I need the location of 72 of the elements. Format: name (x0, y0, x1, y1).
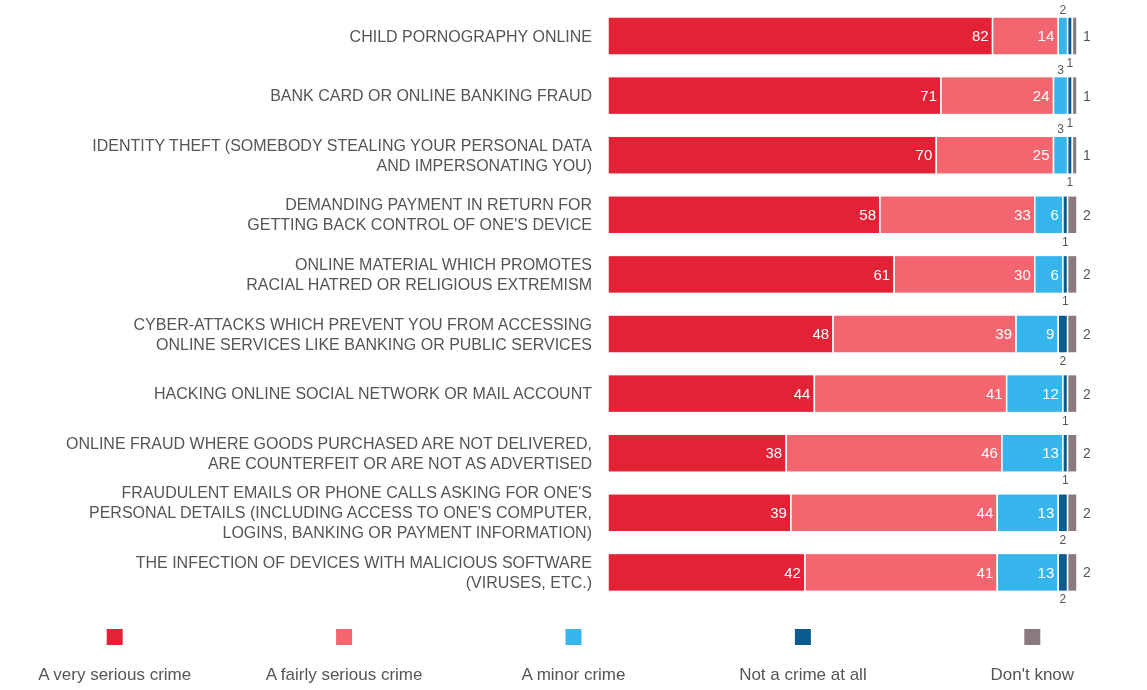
data-label: 71 (920, 86, 937, 104)
y-tick-label: FRAUDULENT EMAILS OR PHONE CALLS ASKING FOR ONE'S PERSONAL DETAILS (INCLUDING ACCESS TO ONE'S COMPUTER, LOGINS, BANKING OR PAYMENT INFORMATION) (88, 484, 592, 542)
y-tick-label: DEMANDING PAYMENT IN RETURN FOR GETTING BACK CONTROL OF ONE'S DEVICE (247, 196, 592, 234)
data-label: 12 (1042, 384, 1059, 402)
data-label: 61 (873, 265, 891, 283)
data-label: 39 (770, 504, 787, 522)
y-tick-label: ONLINE FRAUD WHERE GOODS PURCHASED ARE NOT DELIVERED, ARE COUNTERFEIT OR ARE NOT AS ADVERTISED (65, 434, 592, 472)
data-label: 30 (1014, 265, 1031, 283)
data-label: 14 (1037, 27, 1055, 45)
data-label: 41 (976, 563, 994, 581)
bar (1066, 433, 1078, 473)
data-label: 6 (1050, 206, 1059, 224)
data-label: 70 (915, 146, 933, 164)
data-label: 2 (1083, 564, 1091, 581)
data-label: 25 (1032, 146, 1050, 164)
data-label: 2 (1083, 385, 1091, 402)
legend-label: A minor crime (521, 664, 626, 684)
bar (1066, 254, 1078, 295)
data-label: 1 (1061, 234, 1069, 249)
data-label: 3 (1057, 62, 1065, 77)
data-label: 46 (981, 444, 998, 462)
data-label: 2 (1059, 592, 1067, 607)
bar (1066, 373, 1078, 414)
data-label: 38 (765, 444, 783, 462)
legend-label: Not a crime at all (739, 664, 867, 684)
y-tick-label: IDENTITY THEFT (SOMEBODY STEALING YOUR PERSONAL DATA AND IMPERSONATING YOU) (92, 136, 593, 174)
y-tick-label: THE INFECTION OF DEVICES WITH MALICIOUS SOFTWARE (VIRUSES, ETC.) (135, 554, 592, 591)
y-tick-label: CYBER-ATTACKS WHICH PREVENT YOU FROM ACCESSING ONLINE SERVICES LIKE BANKING OR PUBLIC SERVICES (133, 315, 592, 353)
data-label: 6 (1050, 265, 1059, 283)
y-tick-label: BANK CARD OR ONLINE BANKING FRAUD (270, 87, 592, 105)
bar (1066, 195, 1078, 235)
data-label: 2 (1059, 3, 1067, 17)
data-label: 44 (793, 384, 811, 402)
legend-label: Don't know (990, 664, 1075, 684)
data-label: 1 (1061, 473, 1069, 488)
bar (1071, 135, 1078, 175)
data-label: 24 (1032, 86, 1050, 104)
data-label: 41 (985, 384, 1003, 402)
y-tick-label: ONLINE MATERIAL WHICH PROMOTES RACIAL HATRED OR RELIGIOUS EXTREMISM (246, 256, 592, 293)
data-label: 42 (784, 563, 801, 581)
data-label: 2 (1083, 445, 1091, 462)
data-label: 33 (1014, 206, 1031, 224)
data-label: 39 (995, 325, 1013, 343)
data-label: 48 (812, 325, 830, 343)
data-label: 82 (971, 27, 989, 45)
data-label: 1 (1083, 87, 1091, 104)
data-label: 9 (1045, 325, 1055, 343)
data-label: 1 (1083, 27, 1091, 44)
data-label: 2 (1059, 532, 1067, 547)
legend-label: A fairly serious crime (265, 664, 423, 684)
data-label: 2 (1083, 266, 1091, 283)
data-label: 2 (1083, 504, 1091, 521)
y-tick-label: HACKING ONLINE SOCIAL NETWORK OR MAIL ACCOUNT (154, 385, 593, 403)
data-label: 2 (1083, 325, 1091, 342)
data-label: 1 (1066, 175, 1074, 190)
data-label: 1 (1061, 294, 1069, 309)
data-label: 1 (1066, 115, 1074, 130)
data-label: 13 (1037, 504, 1055, 522)
data-label: 13 (1037, 563, 1055, 581)
y-tick-label: CHILD PORNOGRAPHY ONLINE (349, 27, 592, 45)
data-label: 3 (1057, 122, 1065, 137)
bar (1071, 75, 1078, 116)
data-label: 1 (1066, 56, 1074, 70)
data-label: 44 (976, 504, 994, 522)
data-label: 2 (1083, 206, 1091, 223)
data-label: 1 (1083, 147, 1091, 164)
legend-label: A very serious crime (38, 664, 192, 684)
data-label: 13 (1042, 444, 1059, 462)
data-label: 1 (1061, 413, 1069, 428)
bar (1071, 16, 1078, 56)
data-label: 2 (1059, 354, 1067, 368)
data-label: 58 (859, 206, 877, 224)
